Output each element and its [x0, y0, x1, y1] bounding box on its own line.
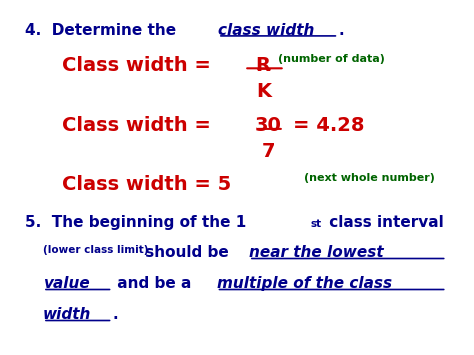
Text: multiple of the class: multiple of the class	[217, 276, 392, 291]
Text: R: R	[255, 56, 270, 75]
Text: K: K	[257, 82, 272, 102]
Text: .: .	[112, 307, 118, 322]
Text: width: width	[43, 307, 91, 322]
Text: st: st	[311, 219, 322, 229]
Text: Class width = 5: Class width = 5	[62, 175, 231, 194]
Text: (next whole number): (next whole number)	[303, 173, 435, 183]
Text: .: .	[338, 22, 344, 38]
Text: should be: should be	[140, 245, 234, 260]
Text: 7: 7	[262, 142, 275, 161]
Text: 4.  Determine the: 4. Determine the	[25, 22, 181, 38]
Text: class width: class width	[218, 22, 314, 38]
Text: 5.  The beginning of the 1: 5. The beginning of the 1	[25, 215, 246, 230]
Text: and be a: and be a	[112, 276, 197, 291]
Text: 30: 30	[255, 116, 282, 135]
Text: Class width =: Class width =	[62, 56, 217, 75]
Text: near the lowest: near the lowest	[249, 245, 383, 260]
Text: value: value	[43, 276, 90, 291]
Text: = 4.28: = 4.28	[293, 116, 365, 135]
Text: (lower class limit): (lower class limit)	[43, 245, 148, 255]
Text: class interval: class interval	[324, 215, 444, 230]
Text: Class width =: Class width =	[62, 116, 217, 135]
Text: (number of data): (number of data)	[278, 54, 384, 64]
